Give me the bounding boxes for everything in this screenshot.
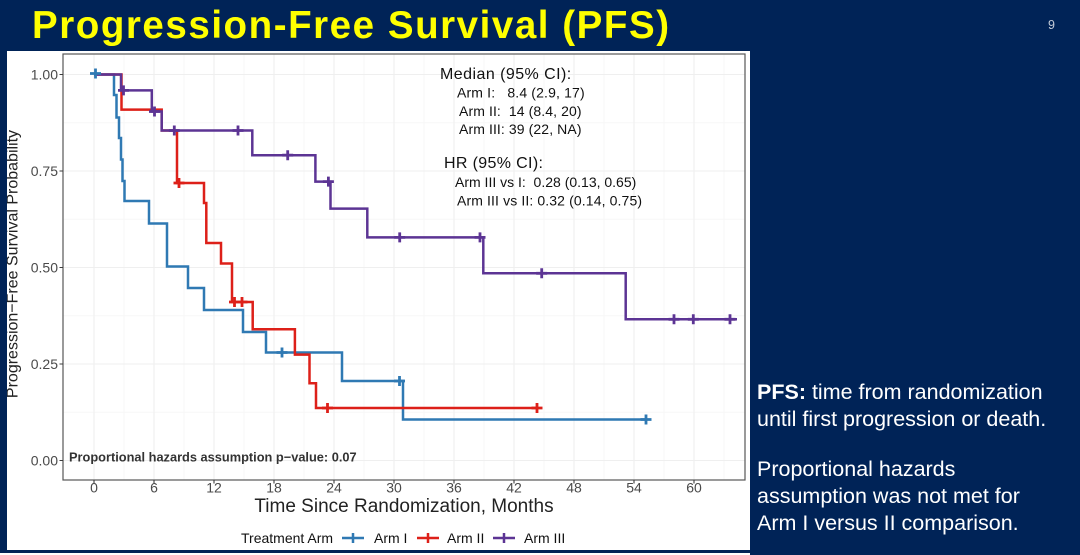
- svg-text:0.50: 0.50: [31, 260, 58, 276]
- svg-text:12: 12: [206, 480, 222, 496]
- svg-text:42: 42: [506, 480, 522, 496]
- svg-text:Treatment Arm: Treatment Arm: [241, 530, 333, 546]
- svg-text:HR (95% CI):: HR (95% CI):: [444, 155, 543, 172]
- svg-text:Arm III vs II: 0.32 (0.14, 0.7: Arm III vs II: 0.32 (0.14, 0.75): [457, 193, 642, 209]
- svg-text:18: 18: [266, 480, 282, 496]
- svg-text:Arm III: Arm III: [524, 530, 565, 546]
- svg-text:0.25: 0.25: [31, 356, 58, 372]
- svg-text:60: 60: [686, 480, 702, 496]
- svg-text:0.00: 0.00: [31, 453, 58, 469]
- svg-text:Arm III: 39 (22, NA): Arm III: 39 (22, NA): [459, 121, 582, 137]
- svg-text:36: 36: [446, 480, 462, 496]
- svg-text:Proportional hazards assumptio: Proportional hazards assumption p−value:…: [69, 450, 357, 465]
- svg-text:Arm II: Arm II: [447, 530, 484, 546]
- svg-text:Median (95% CI):: Median (95% CI):: [440, 66, 572, 83]
- svg-text:1.00: 1.00: [31, 67, 58, 83]
- svg-text:24: 24: [326, 480, 342, 496]
- svg-text:48: 48: [566, 480, 582, 496]
- svg-text:Arm III vs I: 0.28 (0.13, 0.6: Arm III vs I: 0.28 (0.13, 0.65): [455, 174, 636, 190]
- svg-text:Time Since Randomization, Mont: Time Since Randomization, Months: [254, 496, 553, 517]
- svg-text:30: 30: [386, 480, 402, 496]
- svg-text:Arm I: 8.4 (2.9, 17): Arm I: 8.4 (2.9, 17): [457, 85, 585, 101]
- svg-text:54: 54: [626, 480, 642, 496]
- svg-text:6: 6: [150, 480, 158, 496]
- svg-text:0.75: 0.75: [31, 163, 58, 179]
- svg-text:Arm I: Arm I: [374, 530, 407, 546]
- svg-text:Arm II: 14 (8.4, 20): Arm II: 14 (8.4, 20): [459, 103, 582, 119]
- svg-text:Progression−Free Survival Prob: Progression−Free Survival Probability: [7, 130, 22, 398]
- svg-text:0: 0: [90, 480, 98, 496]
